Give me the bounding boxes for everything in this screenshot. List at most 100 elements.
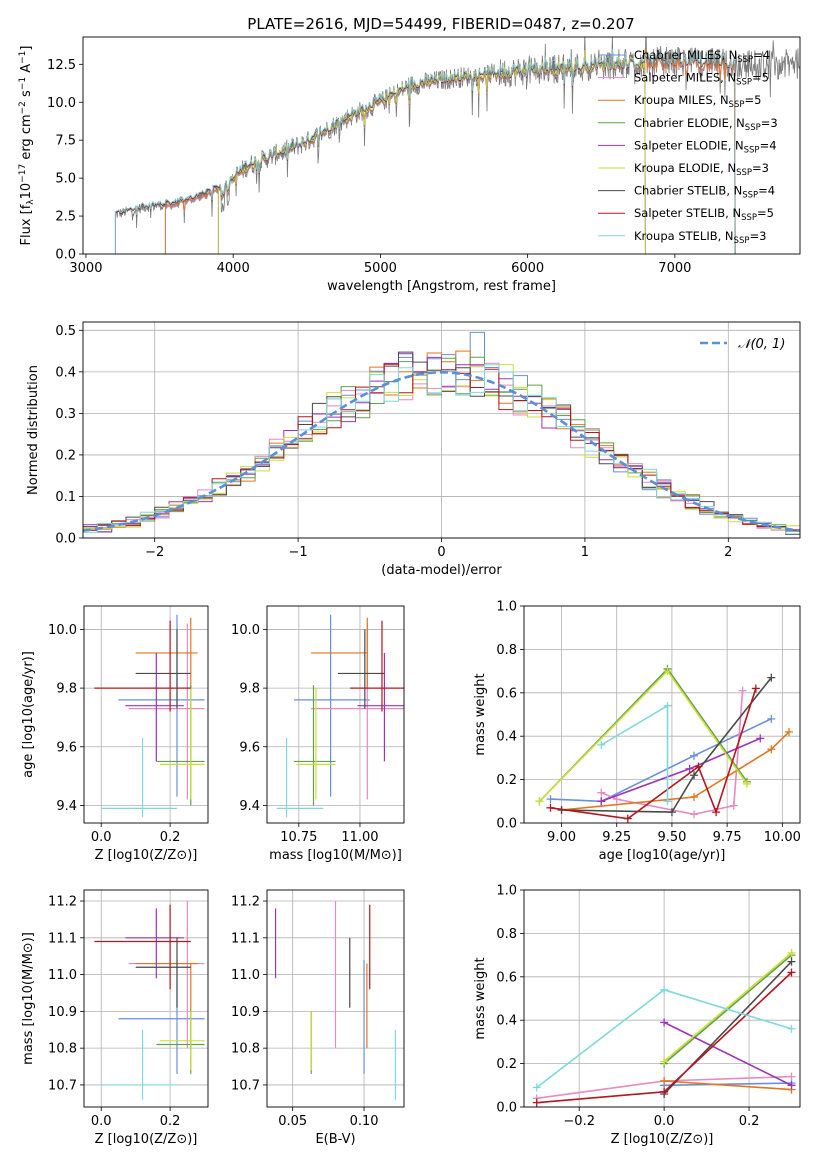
mass-vs-z-ytick-label: 10.7 bbox=[48, 1078, 77, 1093]
residuals-xtick-label: −2 bbox=[145, 545, 164, 560]
weight-vs-age-marker-kroupa-stelib bbox=[663, 701, 672, 710]
mass-vs-ebv-ytick-label: 10.7 bbox=[231, 1078, 260, 1093]
mass-vs-ebv-xlabel: E(B-V) bbox=[315, 1132, 355, 1147]
weight-vs-age-ytick-label: 0.8 bbox=[496, 643, 517, 658]
residuals-xtick-label: 1 bbox=[581, 545, 589, 560]
mass-vs-ebv-ytick-label: 10.9 bbox=[231, 1005, 260, 1020]
legend-label-kroupa-miles: Kroupa MILES, NSSP=5 bbox=[634, 93, 761, 110]
mass-vs-ebv-ytick-label: 11.0 bbox=[231, 968, 260, 983]
weight-vs-age-xtick-label: 9.25 bbox=[602, 830, 631, 845]
age-vs-mass-ytick-label: 9.8 bbox=[239, 682, 260, 697]
mass-vs-ebv-ytick-label: 11.2 bbox=[231, 895, 260, 910]
weight-vs-age-frame bbox=[523, 605, 801, 824]
weight-vs-z-marker-salpeter-elodie bbox=[787, 1081, 796, 1090]
spectrum-xtick-label: 4000 bbox=[217, 261, 250, 276]
weight-vs-z-ytick-label: 0.2 bbox=[496, 1057, 517, 1072]
residuals-ytick-label: 0.4 bbox=[55, 365, 76, 380]
residuals-ytick-label: 0.2 bbox=[55, 448, 76, 463]
weight-vs-age-marker-salpeter-stelib bbox=[751, 684, 760, 693]
mass-vs-z-ytick-label: 11.0 bbox=[48, 968, 77, 983]
legend-label-salpeter-miles: Salpeter MILES, NSSP=5 bbox=[634, 71, 769, 88]
weight-vs-z-marker-kroupa-miles bbox=[660, 1076, 669, 1085]
spectrum-xtick-label: 3000 bbox=[69, 261, 102, 276]
spectrum-xtick-label: 5000 bbox=[364, 261, 397, 276]
weight-vs-age-ytick-label: 0.0 bbox=[496, 817, 517, 832]
weight-vs-age-marker-chabrier-miles bbox=[546, 795, 555, 804]
mass-vs-z-ytick-label: 10.8 bbox=[48, 1042, 77, 1057]
weight-vs-z-marker-salpeter-elodie bbox=[660, 1018, 669, 1027]
spectrum-ytick-label: 12.5 bbox=[47, 58, 76, 73]
weight-vs-z-marker-chabrier-stelib bbox=[787, 957, 796, 966]
weight-vs-age-xtick-label: 9.00 bbox=[547, 830, 576, 845]
weight-vs-age-marker-chabrier-miles bbox=[767, 714, 776, 723]
age-vs-z-ytick-label: 9.6 bbox=[56, 740, 77, 755]
weight-vs-age-marker-chabrier-miles bbox=[690, 751, 699, 760]
mass-vs-z-ytick-label: 10.9 bbox=[48, 1005, 77, 1020]
residuals-ylabel: Normed distribution bbox=[26, 365, 41, 495]
mass-vs-ebv-frame bbox=[266, 889, 405, 1108]
weight-vs-z-ytick-label: 0.8 bbox=[496, 927, 517, 942]
weight-vs-age-line-chabrier-miles bbox=[550, 718, 772, 803]
normal-legend-label: 𝒩(0, 1) bbox=[738, 337, 785, 352]
age-vs-mass-xtick-label: 11.00 bbox=[341, 830, 378, 845]
age-vs-mass-ytick-label: 9.4 bbox=[239, 799, 260, 814]
residuals-ytick-label: 0.0 bbox=[55, 532, 76, 547]
mass-vs-ebv-axes: 0.05 0.10 10.7 10.8 10.9 11.0 11.1 11.2 bbox=[231, 889, 405, 1129]
weight-vs-z-marker-kroupa-stelib bbox=[532, 1083, 541, 1092]
weight-vs-age-marker-chabrier-stelib bbox=[667, 808, 676, 817]
weight-vs-z-xlabel: Z [log10(Z/Z⊙)] bbox=[611, 1132, 714, 1147]
age-vs-z-xtick-label: 0.2 bbox=[160, 830, 181, 845]
weight-vs-age-marker-chabrier-stelib bbox=[690, 771, 699, 780]
residuals-xtick-label: −1 bbox=[289, 545, 308, 560]
weight-vs-z-ylabel: mass weight bbox=[473, 957, 488, 1039]
spectrum-model-line-kroupa-stelib bbox=[114, 48, 736, 254]
age-vs-z-ylabel: age [log10(age/yr)] bbox=[21, 651, 36, 778]
weight-vs-age-marker-salpeter-stelib bbox=[546, 803, 555, 812]
weight-vs-z-ytick-label: 0.4 bbox=[496, 1014, 517, 1029]
weight-vs-z-xtick-label: 0.0 bbox=[654, 1114, 675, 1129]
weight-vs-age-marker-salpeter-stelib bbox=[694, 762, 703, 771]
weight-vs-z-frame bbox=[523, 889, 801, 1108]
weight-vs-age-marker-kroupa-stelib bbox=[597, 740, 606, 749]
age-vs-z-ytick-label: 9.4 bbox=[56, 799, 77, 814]
mass-vs-z-xtick-label: 0.0 bbox=[91, 1114, 112, 1129]
mass-vs-ebv-xtick-label: 0.05 bbox=[278, 1114, 307, 1129]
mass-vs-z-ytick-label: 11.1 bbox=[48, 931, 77, 946]
mass-vs-ebv-ytick-label: 11.1 bbox=[231, 931, 260, 946]
age-vs-mass-frame bbox=[266, 605, 405, 824]
weight-vs-z-line-kroupa-miles bbox=[664, 1080, 792, 1091]
weight-vs-z-marker-salpeter-stelib bbox=[787, 968, 796, 977]
legend-label-kroupa-stelib: Kroupa STELIB, NSSP=3 bbox=[634, 229, 766, 246]
age-vs-mass-ytick-label: 9.6 bbox=[239, 740, 260, 755]
spectrum-legend: Chabrier MILES, NSSP=4 Salpeter MILES, NS… bbox=[598, 48, 778, 246]
weight-vs-z-ytick-label: 0.0 bbox=[496, 1101, 517, 1116]
weight-vs-age-marker-kroupa-elodie bbox=[743, 779, 752, 788]
weight-vs-age-xtick-label: 10.00 bbox=[764, 830, 801, 845]
age-vs-z-axes: 0.0 0.2 9.4 9.6 9.8 10.0 bbox=[48, 605, 209, 845]
age-vs-mass-xlabel: mass [log10(M/M⊙)] bbox=[269, 848, 402, 863]
weight-vs-age-ytick-label: 0.4 bbox=[496, 730, 517, 745]
spectrum-xtick-label: 6000 bbox=[511, 261, 544, 276]
weight-vs-age-line-chabrier-stelib bbox=[561, 677, 772, 813]
mass-vs-z-xlabel: Z [log10(Z/Z⊙)] bbox=[95, 1132, 198, 1147]
weight-vs-age-marker-kroupa-stelib bbox=[663, 797, 672, 806]
legend-label-salpeter-stelib: Salpeter STELIB, NSSP=5 bbox=[634, 206, 774, 223]
weight-vs-z-marker-kroupa-stelib bbox=[787, 1024, 796, 1033]
weight-vs-z-marker-salpeter-miles bbox=[787, 1072, 796, 1081]
weight-vs-z-marker-salpeter-stelib bbox=[532, 1098, 541, 1107]
weight-vs-age-xlabel: age [log10(age/yr)] bbox=[599, 848, 726, 863]
weight-vs-age-axes: 9.00 9.25 9.50 9.75 10.00 0.0 0.2 0.4 0.6 0.8 1.0 bbox=[496, 600, 801, 846]
weight-vs-z-marker-salpeter-stelib bbox=[660, 1087, 669, 1096]
weight-vs-z-axes: −0.2 0.0 0.2 0.0 0.2 0.4 0.6 0.8 1.0 bbox=[496, 884, 801, 1129]
spectrum-ytick-label: 2.5 bbox=[55, 210, 76, 225]
weight-vs-age-xtick-label: 9.75 bbox=[713, 830, 742, 845]
weight-vs-age-marker-chabrier-stelib bbox=[767, 673, 776, 682]
spectrum-xlabel: wavelength [Angstrom, rest frame] bbox=[327, 279, 556, 294]
mass-vs-z-ytick-label: 11.2 bbox=[48, 895, 77, 910]
residuals-frame bbox=[82, 321, 801, 539]
legend-label-chabrier-elodie: Chabrier ELODIE, NSSP=3 bbox=[634, 116, 778, 133]
mass-vs-z-ylabel: mass [log10(M/M⊙)] bbox=[21, 932, 36, 1065]
weight-vs-z-line-kroupa-elodie bbox=[663, 952, 793, 1063]
mass-vs-ebv-xtick-label: 0.10 bbox=[350, 1114, 379, 1129]
legend-label-chabrier-miles: Chabrier MILES, NSSP=4 bbox=[634, 48, 770, 65]
